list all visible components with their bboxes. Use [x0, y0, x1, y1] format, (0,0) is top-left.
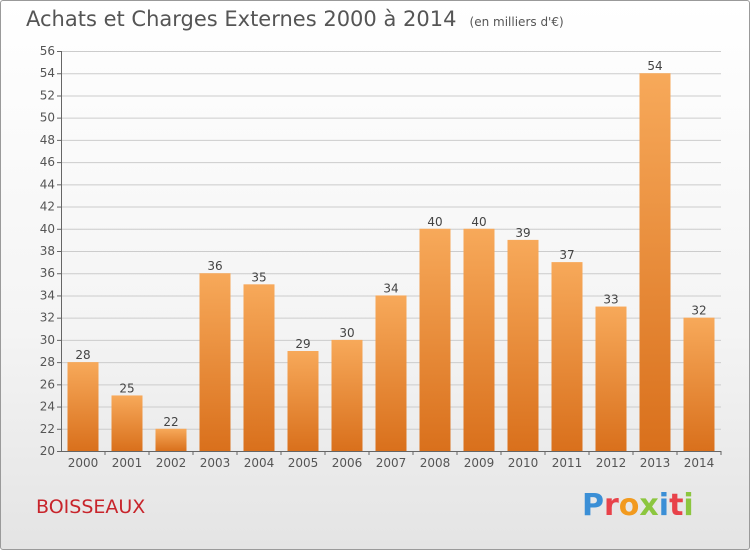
y-tick-label: 24 — [40, 400, 55, 414]
bar-value-label: 30 — [339, 326, 354, 340]
y-tick-label: 36 — [40, 266, 55, 280]
y-tick-label: 42 — [40, 200, 55, 214]
x-tick-label: 2009 — [464, 456, 495, 470]
x-tick-label: 2008 — [420, 456, 451, 470]
bar-value-label: 40 — [427, 215, 442, 229]
x-tick-label: 2003 — [200, 456, 231, 470]
y-tick-label: 32 — [40, 311, 55, 325]
title-row: Achats et Charges Externes 2000 à 2014 (… — [26, 7, 564, 31]
bar-value-label: 22 — [163, 415, 178, 429]
bar-2012 — [595, 306, 627, 451]
y-tick-label: 54 — [40, 66, 55, 80]
x-tick-label: 2005 — [288, 456, 319, 470]
y-tick-label: 44 — [40, 177, 55, 191]
x-tick-label: 2001 — [112, 456, 143, 470]
bar-2014 — [683, 317, 715, 451]
x-tick-label: 2012 — [596, 456, 627, 470]
y-tick-label: 38 — [40, 244, 55, 258]
logo-letter: o — [618, 488, 640, 523]
logo-letter: x — [639, 488, 659, 523]
logo-letter: P — [582, 488, 604, 523]
x-tick-label: 2006 — [332, 456, 363, 470]
y-tick-label: 26 — [40, 377, 55, 391]
bar-2003 — [199, 273, 231, 451]
bar-value-label: 37 — [559, 248, 574, 262]
bar-value-label: 32 — [691, 304, 706, 318]
bar-2005 — [287, 351, 319, 451]
y-tick-label: 34 — [40, 288, 55, 302]
bar-2010 — [507, 239, 539, 451]
x-tick-label: 2004 — [244, 456, 275, 470]
bar-value-label: 28 — [75, 348, 90, 362]
y-tick-label: 48 — [40, 133, 55, 147]
x-tick-label: 2011 — [552, 456, 583, 470]
logo-letter: t — [669, 488, 684, 523]
commune-name: BOISSEAUX — [36, 496, 146, 518]
y-tick-label: 40 — [40, 222, 55, 236]
x-tick-label: 2002 — [156, 456, 187, 470]
x-tick-label: 2000 — [68, 456, 99, 470]
chart-title: Achats et Charges Externes 2000 à 2014 — [26, 7, 457, 31]
y-tick-label: 28 — [40, 355, 55, 369]
proxiti-logo: Proxiti — [582, 488, 694, 523]
bar-2011 — [551, 262, 583, 451]
x-tick-label: 2007 — [376, 456, 407, 470]
x-tick-label: 2010 — [508, 456, 539, 470]
y-tick-label: 56 — [40, 44, 55, 58]
bar-2009 — [463, 228, 495, 451]
y-tick-label: 50 — [40, 111, 55, 125]
y-tick-label: 46 — [40, 155, 55, 169]
bar-2001 — [111, 395, 143, 451]
bar-value-label: 34 — [383, 281, 398, 295]
bar-value-label: 29 — [295, 337, 310, 351]
y-tick-label: 30 — [40, 333, 55, 347]
bars: 28 25 22 36 35 29 30 34 40 40 39 37 33 54 32 — [67, 59, 715, 451]
bar-value-label: 39 — [515, 226, 530, 240]
bar-2004 — [243, 284, 275, 451]
y-tick-label: 20 — [40, 444, 55, 458]
chart-subtitle: (en milliers d'€) — [469, 15, 564, 29]
y-tick-label: 52 — [40, 88, 55, 102]
bar-value-label: 35 — [251, 270, 266, 284]
bar-2006 — [331, 339, 363, 451]
bar-2013 — [639, 73, 671, 451]
bar-2008 — [419, 228, 451, 451]
bar-2002 — [155, 428, 187, 451]
bar-value-label: 25 — [119, 381, 134, 395]
x-tick-label: 2013 — [640, 456, 671, 470]
logo-letter: r — [604, 488, 619, 523]
x-tick-label: 2014 — [684, 456, 715, 470]
axes: 20 22 24 26 28 30 32 34 36 38 40 42 44 46 48 50 52 54 56 20… — [40, 44, 722, 470]
bar-value-label: 40 — [471, 215, 486, 229]
bar-value-label: 36 — [207, 259, 222, 273]
y-tick-label: 22 — [40, 422, 55, 436]
bar-value-label: 54 — [647, 59, 662, 73]
bar-value-label: 33 — [603, 293, 618, 307]
bar-2007 — [375, 295, 407, 451]
logo-letter: i — [658, 488, 670, 523]
logo-letter: i — [683, 488, 694, 523]
bar-2000 — [67, 362, 99, 451]
